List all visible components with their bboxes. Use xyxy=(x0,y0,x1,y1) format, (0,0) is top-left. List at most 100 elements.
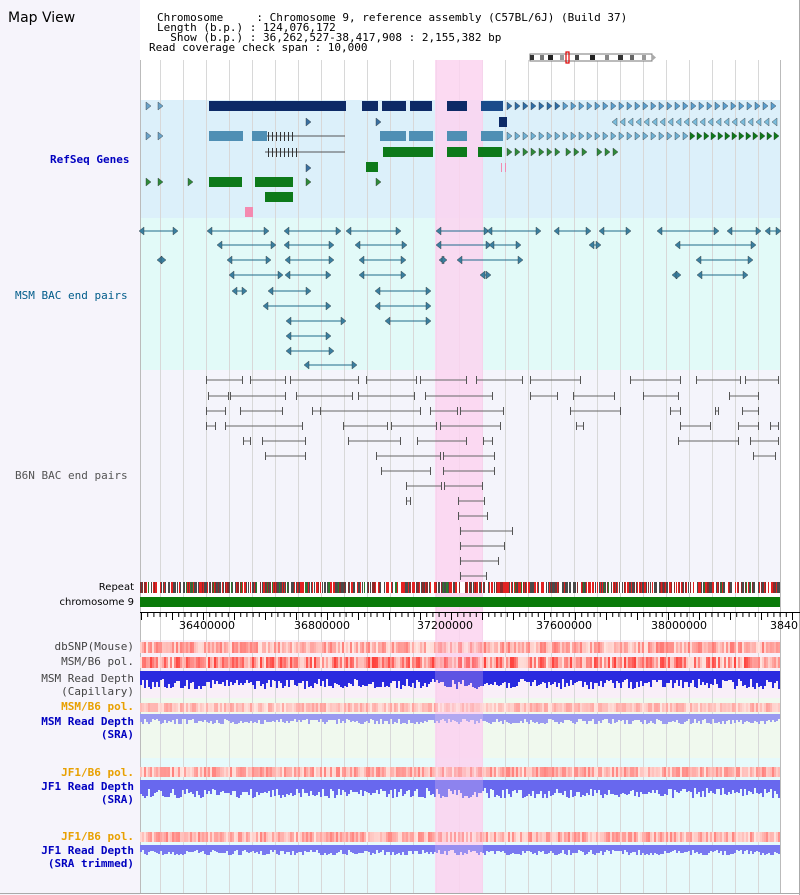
repeat-element xyxy=(640,582,641,593)
msm-b6-pol2-heat-cell xyxy=(308,703,310,712)
refseq-gene-mark xyxy=(619,117,626,127)
refseq-track-label[interactable]: RefSeq Genes xyxy=(50,153,130,166)
msm-b6-pol-heat-cell xyxy=(570,657,572,668)
jf1-trim-depth-bar xyxy=(754,845,756,852)
jf1-b6-pol-heat-cell xyxy=(442,767,444,777)
jf1-b6-pol-label[interactable]: JF1/B6 pol. xyxy=(61,766,134,779)
jf1-b6-pol2-heat-cell xyxy=(268,832,270,842)
jf1-b6-pol-heat-cell xyxy=(626,767,628,777)
jf1-trim-depth-bar xyxy=(622,845,624,854)
msm-b6-pol2-heat-cell xyxy=(456,703,458,712)
jf1-trim-depth-bar xyxy=(286,845,288,852)
jf1-b6-pol2-heat-cell xyxy=(242,832,244,842)
msm-b6-pol-label[interactable]: MSM/B6 pol. xyxy=(61,655,134,668)
jf1-b6-pol2-heat-cell xyxy=(716,832,718,842)
jf1-sra-depth-bar xyxy=(478,780,480,793)
dbsnp-track-label[interactable]: dbSNP(Mouse) xyxy=(54,640,134,653)
dbsnp-heat-cell xyxy=(194,642,196,653)
repeat-element xyxy=(777,582,778,593)
jf1-b6-pol2-label[interactable]: JF1/B6 pol. xyxy=(61,830,134,843)
jf1-b6-pol2-heat-cell xyxy=(198,832,200,842)
msm-b6-pol-heat-cell xyxy=(442,657,444,668)
msm-capillary-depth-bar xyxy=(598,671,600,686)
msm-b6-pol2-heat-cell xyxy=(344,703,346,712)
jf1-trim-depth-bar xyxy=(336,845,338,853)
header-length: Length (b.p.) : 124,076,172 xyxy=(157,21,336,34)
msm-b6-pol2-heat-cell xyxy=(380,703,382,712)
msm-sra-depth-bar xyxy=(770,714,772,722)
jf1-b6-pol2-heat-cell xyxy=(558,832,560,842)
jf1-b6-pol-heat-cell xyxy=(424,767,426,777)
msm-sra-depth-bar xyxy=(172,714,174,720)
jf1-trim-depth-bar xyxy=(534,845,536,853)
refseq-gene-mark xyxy=(755,117,762,127)
jf1-sra-depth-bar xyxy=(484,780,486,788)
msm-b6-pol2-label[interactable]: MSM/B6 pol. xyxy=(61,700,134,713)
dbsnp-heat-cell xyxy=(318,642,320,653)
msm-b6-pol-heat-cell xyxy=(700,657,702,668)
dbsnp-heat-cell xyxy=(294,642,296,653)
jf1-sra-depth-bar xyxy=(594,780,596,790)
jf1-trim-depth-bar xyxy=(400,845,402,855)
jf1-b6-pol2-heat-cell xyxy=(638,832,640,842)
msm-bac-end xyxy=(284,270,291,280)
msm-sra-depth-bar xyxy=(508,714,510,723)
msm-b6-pol2-heat-cell xyxy=(746,703,748,712)
b6n-bac-track-label[interactable]: B6N BAC end pairs xyxy=(15,469,128,482)
jf1-sra-depth-bar xyxy=(606,780,608,795)
msm-bac-track-label[interactable]: MSM BAC end pairs xyxy=(15,289,128,302)
msm-b6-pol2-heat-cell xyxy=(202,703,204,712)
dbsnp-heat-cell xyxy=(248,642,250,653)
msm-sra-depth-bar xyxy=(772,714,774,720)
msm-b6-pol2-heat-cell xyxy=(712,703,714,712)
refseq-gene-mark xyxy=(522,131,529,141)
refseq-gene-mark xyxy=(514,131,521,141)
dbsnp-heat-cell xyxy=(418,642,420,653)
dbsnp-heat-cell xyxy=(228,642,230,653)
jf1-sra-depth-bar xyxy=(264,780,266,792)
msm-b6-pol-heat-cell xyxy=(434,657,436,668)
msm-b6-pol2-heat-cell xyxy=(592,703,594,712)
msm-b6-pol2-heat-cell xyxy=(478,703,480,712)
dbsnp-heat-cell xyxy=(724,642,726,653)
jf1-trim-depth-bar xyxy=(514,845,516,854)
repeat-element xyxy=(508,582,509,593)
msm-capillary-depth-bar xyxy=(400,671,402,689)
axis-tick-label: 36800000 xyxy=(294,619,350,632)
dbsnp-heat-cell xyxy=(532,642,534,653)
repeat-element xyxy=(573,582,574,593)
dbsnp-heat-cell xyxy=(340,642,342,653)
jf1-b6-pol-heat-cell xyxy=(456,767,458,777)
jf1-depth-sra-label-1[interactable]: JF1 Read Depth xyxy=(41,780,134,793)
jf1-sra-depth-bar xyxy=(700,780,702,797)
msm-b6-pol-heat-cell xyxy=(760,657,762,668)
msm-b6-pol2-heat-cell xyxy=(758,703,760,712)
jf1-b6-pol-heat-cell xyxy=(308,767,310,777)
jf1-sra-depth-bar xyxy=(466,780,468,796)
msm-b6-pol-heat-cell xyxy=(554,657,556,668)
msm-bac-end xyxy=(425,301,432,311)
dbsnp-heat-cell xyxy=(394,642,396,653)
repeat-element xyxy=(142,582,143,593)
refseq-gene-mark xyxy=(546,147,553,157)
jf1-b6-pol2-heat-cell xyxy=(534,832,536,842)
msm-depth-capillary-label-1[interactable]: MSM Read Depth xyxy=(41,672,134,685)
msm-sra-depth-bar xyxy=(254,714,256,722)
jf1-depth-trim-label-1[interactable]: JF1 Read Depth xyxy=(41,844,134,857)
msm-sra-depth-bar xyxy=(774,714,776,722)
msm-sra-depth-bar xyxy=(234,714,236,724)
jf1-b6-pol2-heat-cell xyxy=(316,832,318,842)
msm-capillary-depth-bar xyxy=(432,671,434,679)
jf1-b6-pol-heat-cell xyxy=(354,767,356,777)
jf1-trim-depth-bar xyxy=(480,845,482,852)
msm-depth-sra-label-1[interactable]: MSM Read Depth xyxy=(41,715,134,728)
msm-capillary-depth-bar xyxy=(668,671,670,683)
dbsnp-heat-cell xyxy=(196,642,198,653)
dbsnp-heat-cell xyxy=(310,642,312,653)
jf1-sra-depth-bar xyxy=(620,780,622,794)
jf1-b6-pol2-heat-cell xyxy=(584,832,586,842)
msm-bac-end xyxy=(340,316,347,326)
msm-b6-pol2-heat-cell xyxy=(734,703,736,712)
msm-b6-pol-heat-cell xyxy=(734,657,736,668)
